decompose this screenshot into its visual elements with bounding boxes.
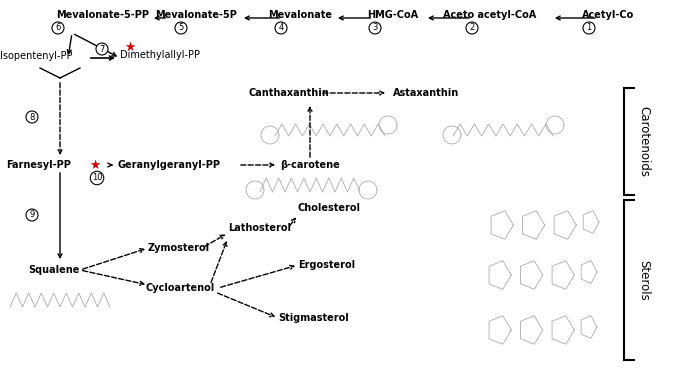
Text: 9: 9	[30, 211, 34, 219]
Text: HMG-CoA: HMG-CoA	[368, 10, 418, 20]
Text: Lathosterol: Lathosterol	[228, 223, 291, 233]
Text: ★: ★	[89, 158, 100, 172]
Text: Cholesterol: Cholesterol	[298, 203, 361, 213]
Text: 10: 10	[92, 174, 102, 182]
Text: Aceto acetyl-CoA: Aceto acetyl-CoA	[443, 10, 537, 20]
Text: 6: 6	[56, 24, 60, 33]
Text: Squalene: Squalene	[28, 265, 80, 275]
Text: Ergosterol: Ergosterol	[298, 260, 355, 270]
Text: 3: 3	[372, 24, 378, 33]
Text: Astaxanthin: Astaxanthin	[393, 88, 459, 98]
Text: 8: 8	[30, 112, 34, 121]
Text: Cycloartenol: Cycloartenol	[145, 283, 214, 293]
Text: β-carotene: β-carotene	[280, 160, 340, 170]
Text: Sterols: Sterols	[638, 260, 651, 300]
Text: 7: 7	[100, 44, 104, 54]
Text: Stigmasterol: Stigmasterol	[278, 313, 349, 323]
Text: 4: 4	[278, 24, 284, 33]
Text: 1: 1	[587, 24, 592, 33]
Text: ★: ★	[124, 40, 136, 54]
Text: Zymosterol: Zymosterol	[148, 243, 210, 253]
Text: Carotenoids: Carotenoids	[638, 106, 651, 177]
Text: Acetyl-Co: Acetyl-Co	[582, 10, 634, 20]
Text: Farnesyl-PP: Farnesyl-PP	[6, 160, 71, 170]
Text: 2: 2	[469, 24, 475, 33]
Text: Dimethylallyl-PP: Dimethylallyl-PP	[120, 50, 200, 60]
Text: 5: 5	[179, 24, 183, 33]
Text: Mevalonate: Mevalonate	[268, 10, 332, 20]
Text: Canthaxanthin: Canthaxanthin	[248, 88, 329, 98]
Text: Geranylgeranyl-PP: Geranylgeranyl-PP	[118, 160, 221, 170]
Text: Isopentenyl-PP: Isopentenyl-PP	[0, 51, 73, 61]
Text: Mevalonate-5-PP: Mevalonate-5-PP	[56, 10, 150, 20]
Text: Mevalonate-5P: Mevalonate-5P	[155, 10, 237, 20]
